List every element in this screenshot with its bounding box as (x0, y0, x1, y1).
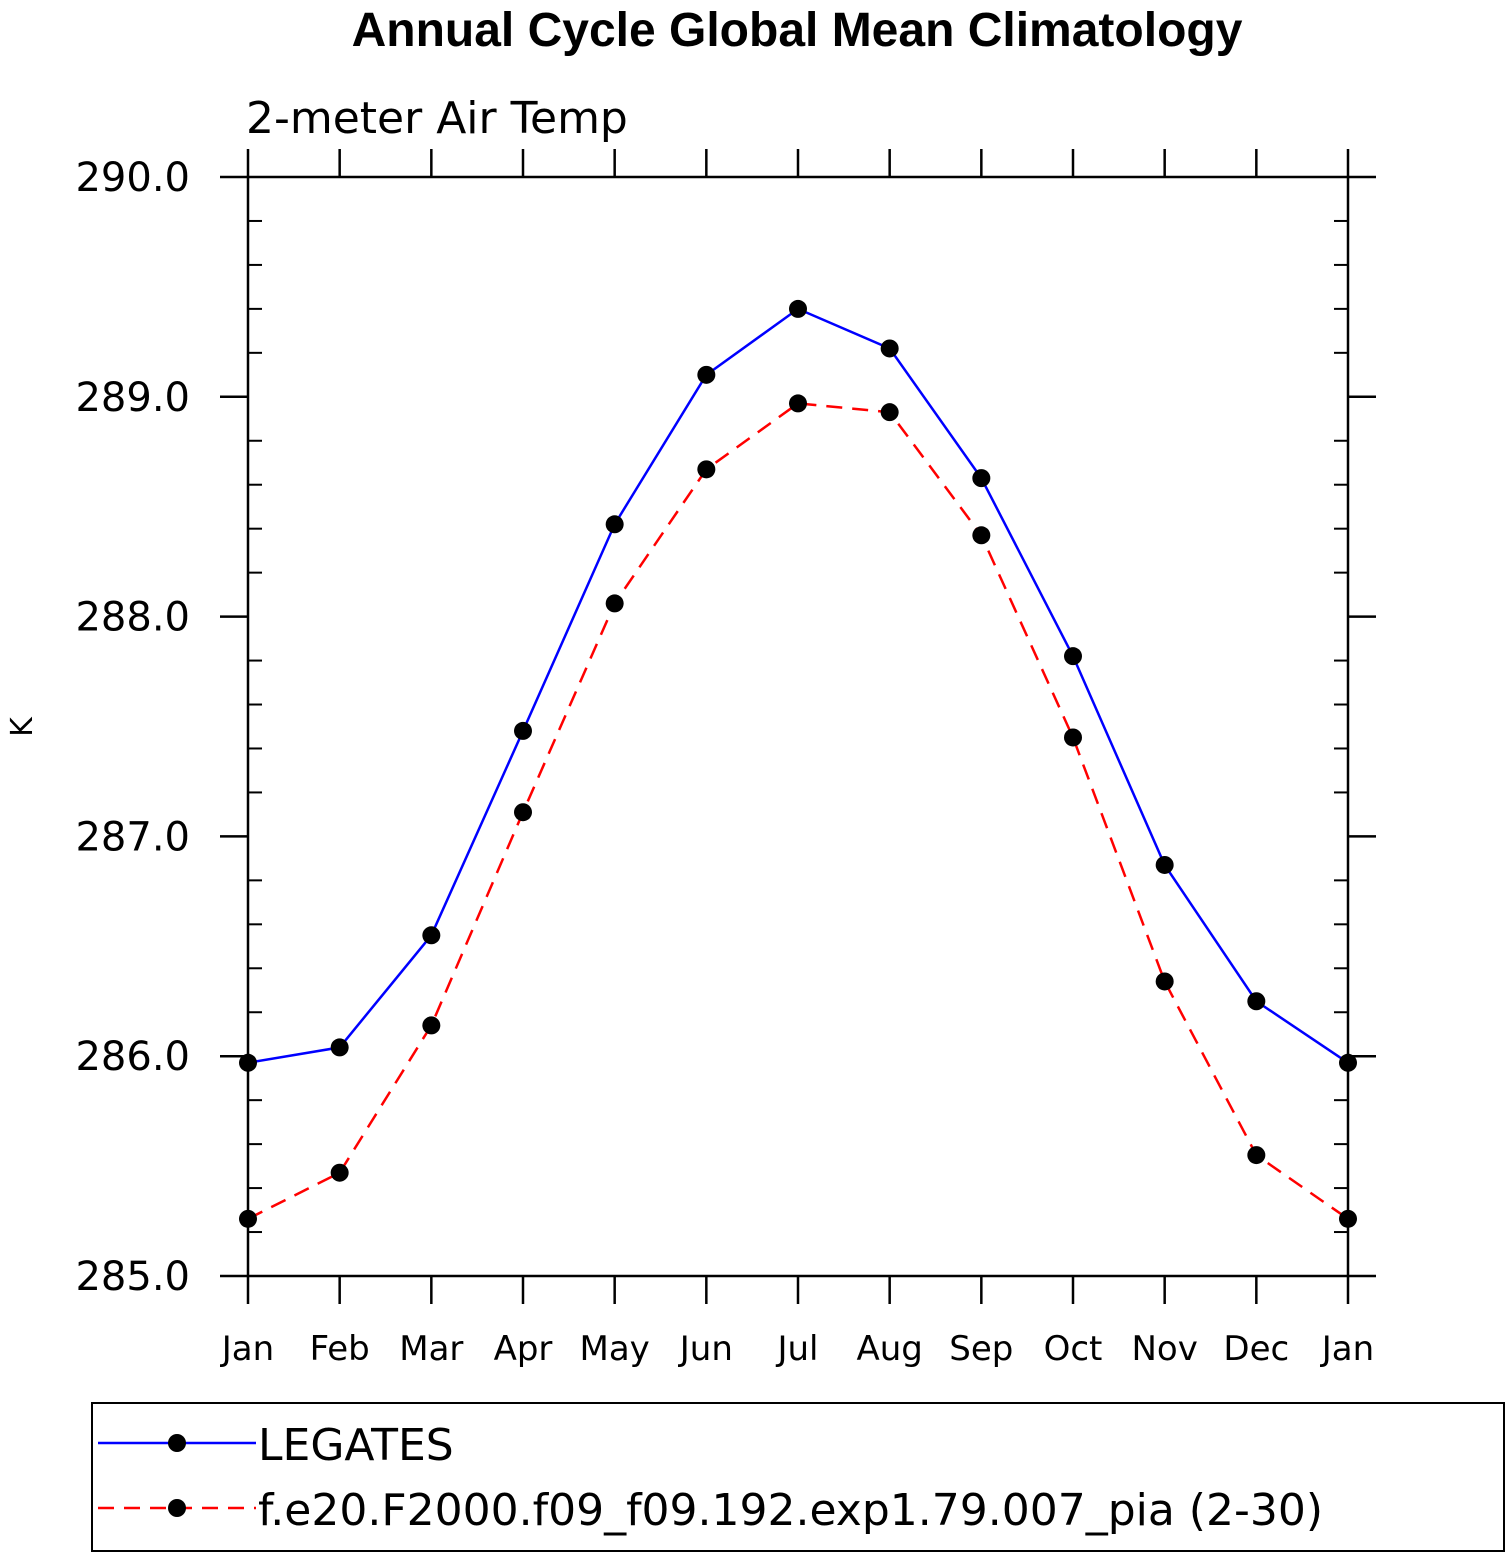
series-2 (239, 394, 1357, 1228)
series-line (247, 402, 1349, 1220)
data-point (422, 926, 441, 945)
data-point (330, 1163, 349, 1182)
data-point (1155, 855, 1174, 874)
legend-marker (168, 1434, 186, 1452)
legend-marker (168, 1499, 186, 1517)
data-point (422, 1016, 441, 1035)
legend-item-1: LEGATES (98, 1420, 454, 1471)
x-tick-label: Sep (949, 1329, 1013, 1369)
axes: Jan Feb Mar Apr May Jun Jul Aug Sep Oct Nov Dec Jan 2… (75, 149, 1376, 1369)
x-tick-label: Jan (220, 1329, 274, 1369)
y-tick-label: 290.0 (75, 155, 190, 201)
plot-area (239, 299, 1357, 1228)
data-point (1155, 972, 1174, 991)
data-point (1064, 647, 1082, 666)
data-point (972, 469, 991, 488)
y-tick-label: 288.0 (75, 595, 190, 641)
data-point (1247, 1146, 1266, 1165)
x-tick-label: May (580, 1329, 650, 1369)
x-tick-label: Oct (1044, 1329, 1103, 1369)
x-tick-label: Jul (775, 1329, 818, 1369)
series-line (247, 307, 1349, 1065)
data-point (1247, 992, 1266, 1011)
data-point (1339, 1209, 1357, 1228)
x-tick-label: Nov (1131, 1329, 1197, 1369)
y-tick-label: 287.0 (75, 814, 190, 860)
x-tick-label: Apr (494, 1329, 553, 1369)
x-tick-label: Jun (678, 1329, 733, 1369)
data-point (697, 460, 716, 479)
plot-frame (246, 175, 1350, 1278)
data-point (972, 526, 991, 545)
x-tick-label: Aug (856, 1329, 922, 1369)
y-axis-label: K (5, 716, 40, 737)
x-tick-label: Dec (1223, 1329, 1289, 1369)
data-point (605, 515, 624, 534)
chart-title: Annual Cycle Global Mean Climatology (352, 4, 1243, 57)
data-point (789, 394, 807, 413)
y-tick-label: 286.0 (75, 1034, 190, 1080)
data-point (697, 365, 716, 384)
y-tick-label: 285.0 (75, 1254, 190, 1300)
data-point (330, 1038, 349, 1057)
legend-label: LEGATES (258, 1420, 454, 1471)
data-point (880, 339, 899, 358)
legend-label: f.e20.F2000.f09_f09.192.exp1.79.007_pia … (258, 1485, 1323, 1536)
data-point (1064, 728, 1082, 747)
x-tick-label: Jan (1320, 1329, 1374, 1369)
data-point (239, 1209, 257, 1228)
data-point (239, 1053, 257, 1072)
data-point (880, 403, 899, 422)
x-tick-label: Mar (399, 1329, 463, 1369)
chart-subtitle: 2-meter Air Temp (246, 93, 628, 144)
series-1 (239, 299, 1357, 1072)
data-point (514, 803, 532, 822)
y-tick-label: 289.0 (75, 375, 190, 421)
data-point (514, 721, 532, 740)
data-point (605, 594, 624, 613)
legend: LEGATES f.e20.F2000.f09_f09.192.exp1.79.0… (91, 1402, 1505, 1552)
data-point (1339, 1053, 1357, 1072)
legend-box (91, 1402, 1505, 1552)
x-tick-label: Feb (310, 1329, 370, 1369)
legend-item-2: f.e20.F2000.f09_f09.192.exp1.79.007_pia … (98, 1485, 1323, 1536)
data-point (789, 299, 807, 318)
